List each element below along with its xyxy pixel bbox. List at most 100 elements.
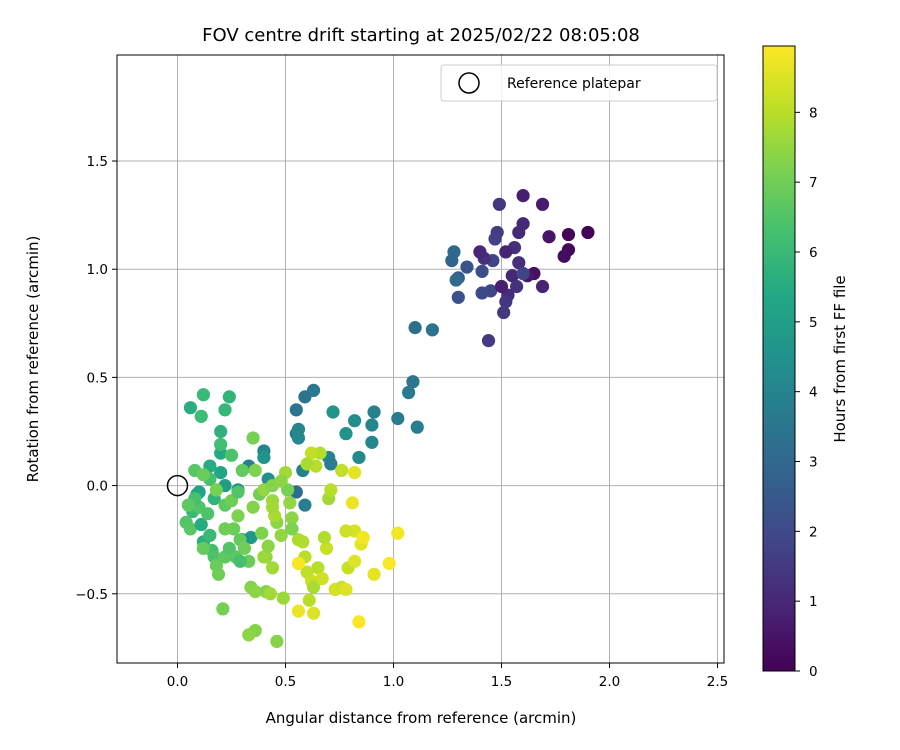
- data-point: [324, 457, 338, 471]
- data-point: [211, 567, 226, 581]
- data-point: [339, 524, 353, 538]
- x-axis-ticks: 0.0 0.5 1.0 1.5 2.0 2.5: [167, 663, 728, 690]
- data-point: [306, 580, 321, 594]
- data-point: [183, 522, 198, 536]
- y-tick-label: 0.5: [87, 370, 108, 386]
- data-point: [345, 496, 360, 510]
- x-tick-label: 2.0: [599, 674, 620, 690]
- data-point: [542, 230, 556, 244]
- data-point: [257, 550, 271, 564]
- data-point: [300, 457, 314, 471]
- data-point: [561, 227, 576, 242]
- legend-label: Reference platepar: [507, 76, 641, 92]
- data-point: [231, 509, 245, 523]
- x-axis-label: Angular distance from reference (arcmin): [266, 709, 577, 727]
- data-point: [402, 385, 416, 400]
- data-point: [475, 286, 489, 300]
- y-tick-label: 0.0: [87, 479, 108, 495]
- data-point: [581, 225, 595, 240]
- data-point: [391, 411, 405, 426]
- data-point: [302, 593, 316, 607]
- data-point: [255, 526, 269, 540]
- data-point: [535, 197, 550, 211]
- data-point: [499, 245, 513, 259]
- data-point: [263, 587, 277, 601]
- colorbar-label: Hours from first FF file: [831, 275, 849, 442]
- data-point: [510, 279, 524, 294]
- data-point: [203, 528, 217, 542]
- data-point: [235, 463, 249, 478]
- data-point: [181, 498, 195, 512]
- data-point: [352, 450, 366, 465]
- colorbar-tick-label: 6: [809, 245, 818, 261]
- data-point: [233, 554, 247, 568]
- data-point: [291, 556, 306, 571]
- data-point: [339, 582, 353, 597]
- data-point: [324, 483, 338, 497]
- data-point: [224, 448, 239, 462]
- data-point: [183, 401, 198, 415]
- plot-frame: [116, 54, 725, 664]
- data-point: [356, 530, 370, 545]
- data-point: [285, 511, 299, 525]
- data-point: [246, 500, 260, 514]
- colorbar-ticks: 0 1 2 3 4 5 6 7 8: [795, 105, 818, 680]
- data-point: [218, 522, 232, 536]
- x-tick-label: 0.0: [167, 674, 188, 690]
- data-point: [274, 474, 288, 488]
- data-point: [367, 405, 381, 419]
- data-point: [311, 561, 325, 575]
- data-point: [348, 465, 362, 480]
- data-point: [335, 463, 349, 478]
- data-point: [304, 446, 319, 460]
- data-point: [274, 528, 288, 542]
- data-point: [352, 615, 366, 629]
- data-point: [410, 420, 424, 434]
- colorbar-tick-label: 1: [809, 594, 818, 610]
- data-point: [265, 561, 280, 575]
- data-point: [449, 273, 463, 287]
- data-point: [494, 279, 509, 294]
- data-point: [425, 323, 439, 337]
- colorbar-tick-label: 0: [809, 664, 818, 680]
- data-point: [348, 414, 362, 428]
- data-point: [516, 189, 530, 203]
- data-point: [348, 554, 362, 568]
- y-axis-ticks: −0.5 0.0 0.5 1.0 1.5: [75, 154, 117, 603]
- data-point: [365, 435, 379, 449]
- x-tick-label: 2.5: [707, 674, 728, 690]
- scatter-points: [179, 189, 595, 648]
- legend-box: [440, 64, 718, 102]
- data-point: [296, 535, 310, 549]
- data-point: [242, 628, 256, 642]
- data-point: [557, 249, 571, 263]
- data-point: [248, 584, 262, 599]
- colorbar-tick-label: 7: [809, 175, 818, 191]
- data-point: [339, 427, 353, 441]
- data-point: [270, 634, 284, 648]
- data-point: [218, 403, 232, 417]
- data-point: [497, 305, 511, 320]
- legend: Reference platepar: [440, 64, 718, 102]
- data-point: [319, 541, 334, 555]
- data-point: [499, 295, 513, 309]
- data-point: [289, 403, 303, 417]
- data-point: [214, 437, 228, 452]
- data-point: [261, 539, 275, 553]
- colorbar-tick-label: 3: [809, 455, 818, 471]
- data-point: [291, 431, 306, 445]
- data-point: [460, 260, 474, 274]
- data-point: [209, 483, 223, 497]
- data-point: [391, 526, 405, 540]
- data-point: [408, 321, 422, 335]
- data-point: [257, 450, 271, 465]
- data-point: [317, 530, 331, 545]
- x-tick-label: 0.5: [275, 674, 296, 690]
- data-point: [237, 541, 252, 555]
- data-point: [231, 485, 245, 499]
- legend-marker: [458, 72, 480, 94]
- data-point: [222, 390, 236, 404]
- data-point: [298, 498, 312, 512]
- y-tick-label: 1.0: [87, 262, 108, 278]
